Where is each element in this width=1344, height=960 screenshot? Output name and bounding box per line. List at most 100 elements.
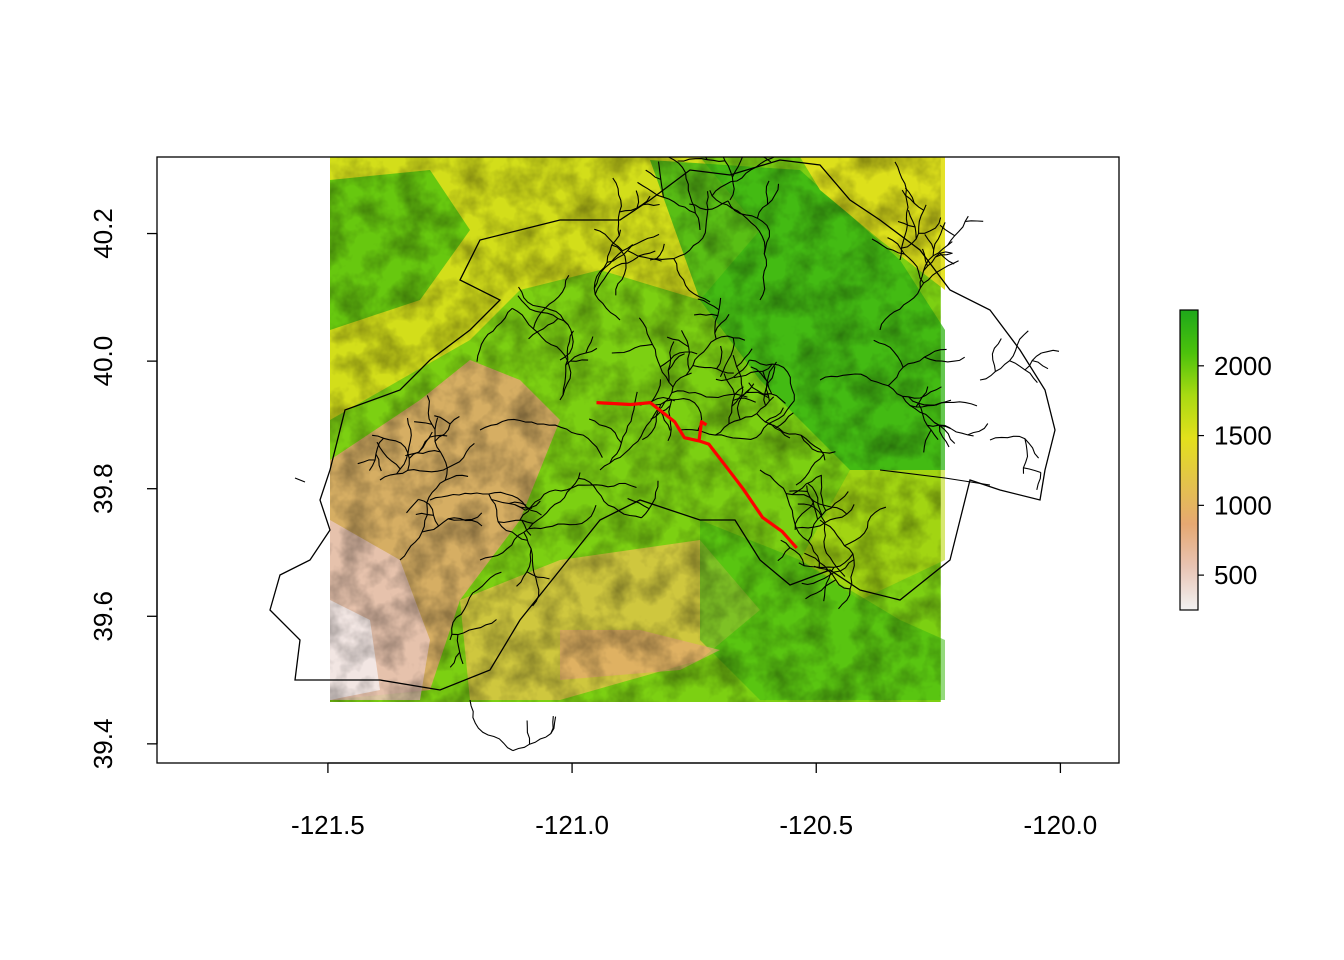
stream-line	[736, 383, 755, 420]
stream-line	[526, 720, 531, 745]
stream-line	[593, 244, 634, 289]
stream-line	[989, 435, 1040, 459]
stream-line	[756, 413, 791, 439]
legend-tick-label: 1500	[1214, 421, 1272, 451]
stream-line	[887, 237, 925, 284]
route-branch	[697, 420, 708, 442]
stream-line	[414, 421, 433, 425]
stream-line	[801, 559, 855, 586]
stream-line	[789, 490, 808, 492]
legend-tick-label: 2000	[1214, 351, 1272, 381]
legend-tick-label: 1000	[1214, 490, 1272, 520]
stream-line	[565, 347, 598, 366]
stream-line	[798, 553, 854, 569]
stream-line	[641, 480, 659, 519]
stream-line	[919, 241, 953, 289]
stream-line	[376, 441, 401, 470]
stream-line	[733, 363, 773, 379]
stream-line	[588, 418, 622, 444]
x-tick-label: -120.5	[779, 810, 853, 840]
stream-line	[871, 238, 905, 255]
y-tick-label: 39.6	[88, 591, 118, 642]
stream-line	[637, 181, 696, 214]
stream-line	[749, 359, 795, 401]
stream-line	[479, 418, 603, 458]
stream-line	[917, 402, 939, 440]
stream-line	[716, 345, 723, 370]
stream-line	[638, 317, 674, 388]
stream-line	[448, 512, 483, 521]
stream-line	[585, 336, 594, 354]
stream-line	[1009, 360, 1038, 383]
stream-line	[762, 157, 772, 163]
stream-line	[777, 547, 791, 562]
stream-line	[791, 474, 823, 496]
stream-line	[606, 233, 660, 263]
stream-line	[897, 220, 916, 228]
stream-line	[651, 379, 662, 402]
y-tick-label: 40.0	[88, 336, 118, 387]
stream-line	[732, 355, 744, 396]
stream-line	[516, 548, 532, 587]
stream-line	[666, 336, 689, 348]
stream-line	[844, 506, 887, 547]
stream-line	[659, 351, 698, 368]
stream-line	[764, 407, 784, 423]
stream-line	[641, 203, 660, 206]
stream-line	[521, 519, 532, 536]
stream-line	[767, 423, 826, 461]
stream-line	[594, 228, 623, 252]
stream-line	[456, 634, 464, 665]
stream-line	[759, 469, 820, 568]
stream-line	[673, 258, 711, 303]
stream-line	[415, 512, 434, 516]
stream-line	[528, 318, 559, 340]
stream-line	[979, 330, 1029, 381]
stream-line	[694, 313, 718, 317]
stream-line	[681, 330, 691, 371]
stream-line	[667, 341, 675, 383]
stream-line	[711, 157, 776, 197]
stream-line	[727, 200, 770, 255]
x-axis: -121.5 -121.0 -120.5 -120.0	[291, 762, 1098, 840]
stream-line	[469, 699, 514, 752]
stream-line	[645, 169, 662, 180]
stream-line	[786, 493, 848, 515]
stream-line	[923, 251, 952, 272]
stream-line	[562, 330, 574, 395]
stream-line	[511, 307, 572, 401]
stream-line	[368, 437, 384, 471]
stream-line	[635, 190, 640, 209]
stream-line	[627, 497, 650, 510]
stream-line	[1024, 352, 1042, 371]
stream-line	[887, 348, 947, 387]
stream-line	[709, 190, 768, 301]
elevation-legend: 500 1000 1500 2000	[1179, 309, 1272, 611]
stream-line	[807, 491, 849, 542]
stream-line	[923, 429, 932, 453]
stream-line	[399, 474, 469, 561]
boundary-fragment	[294, 477, 306, 483]
elevation-raster	[330, 157, 945, 702]
stream-line	[434, 416, 460, 442]
stream-line	[939, 252, 955, 265]
stream-line	[1041, 349, 1060, 354]
stream-line	[637, 250, 656, 257]
stream-line	[372, 434, 410, 471]
stream-line	[938, 425, 950, 448]
stream-line	[449, 571, 502, 641]
stream-line	[704, 157, 708, 160]
stream-line	[654, 398, 703, 431]
stream-line	[685, 335, 746, 376]
stream-line	[894, 161, 909, 261]
stream-line	[421, 517, 483, 533]
stream-line	[491, 498, 526, 511]
stream-line	[518, 286, 574, 361]
x-tick-label: -120.0	[1024, 810, 1098, 840]
stream-line	[379, 442, 475, 481]
stream-line	[820, 475, 827, 511]
stream-line	[697, 298, 720, 311]
stream-line	[418, 498, 440, 527]
stream-line	[677, 158, 726, 162]
stream-line	[736, 348, 753, 368]
